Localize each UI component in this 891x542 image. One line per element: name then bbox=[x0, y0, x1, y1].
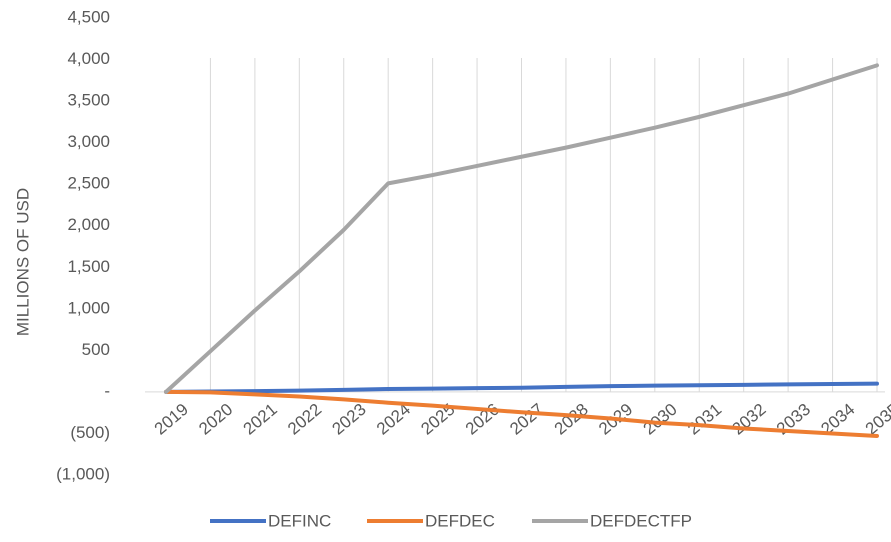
y-tick-label: - bbox=[104, 381, 110, 400]
y-tick-label: 4,500 bbox=[67, 7, 110, 26]
x-tick-label: 2026 bbox=[462, 400, 503, 439]
legend-label: DEFDEC bbox=[425, 511, 495, 530]
y-tick-label: 500 bbox=[82, 340, 110, 359]
x-tick-label: 2019 bbox=[151, 400, 192, 439]
y-tick-label: 2,000 bbox=[67, 215, 110, 234]
y-tick-label: 2,500 bbox=[67, 174, 110, 193]
x-tick-label: 2031 bbox=[684, 400, 725, 439]
y-tick-label: 4,000 bbox=[67, 49, 110, 68]
x-tick-label: 2032 bbox=[728, 400, 769, 439]
x-tick-label: 2028 bbox=[551, 400, 592, 439]
y-tick-label: 1,000 bbox=[67, 298, 110, 317]
x-tick-label: 2020 bbox=[195, 400, 236, 439]
series-line bbox=[164, 389, 879, 438]
y-tick-label: 3,500 bbox=[67, 91, 110, 110]
y-tick-label: 3,000 bbox=[67, 132, 110, 151]
legend-label: DEFDECTFP bbox=[590, 511, 692, 530]
x-tick-label: 2035 bbox=[862, 400, 891, 439]
x-tick-label: 2027 bbox=[506, 400, 547, 439]
y-tick-label: (500) bbox=[70, 423, 110, 442]
y-tick-label: (1,000) bbox=[56, 464, 110, 483]
series-line bbox=[164, 381, 879, 394]
legend-label: DEFINC bbox=[268, 511, 331, 530]
series-line bbox=[164, 63, 879, 394]
y-axis-title: MILLIONS OF USD bbox=[13, 188, 32, 336]
x-tick-label: 2022 bbox=[284, 400, 325, 439]
y-tick-label: 1,500 bbox=[67, 257, 110, 276]
x-tick-label: 2023 bbox=[329, 400, 370, 439]
x-tick-label: 2030 bbox=[640, 400, 681, 439]
x-tick-label: 2021 bbox=[240, 400, 281, 439]
